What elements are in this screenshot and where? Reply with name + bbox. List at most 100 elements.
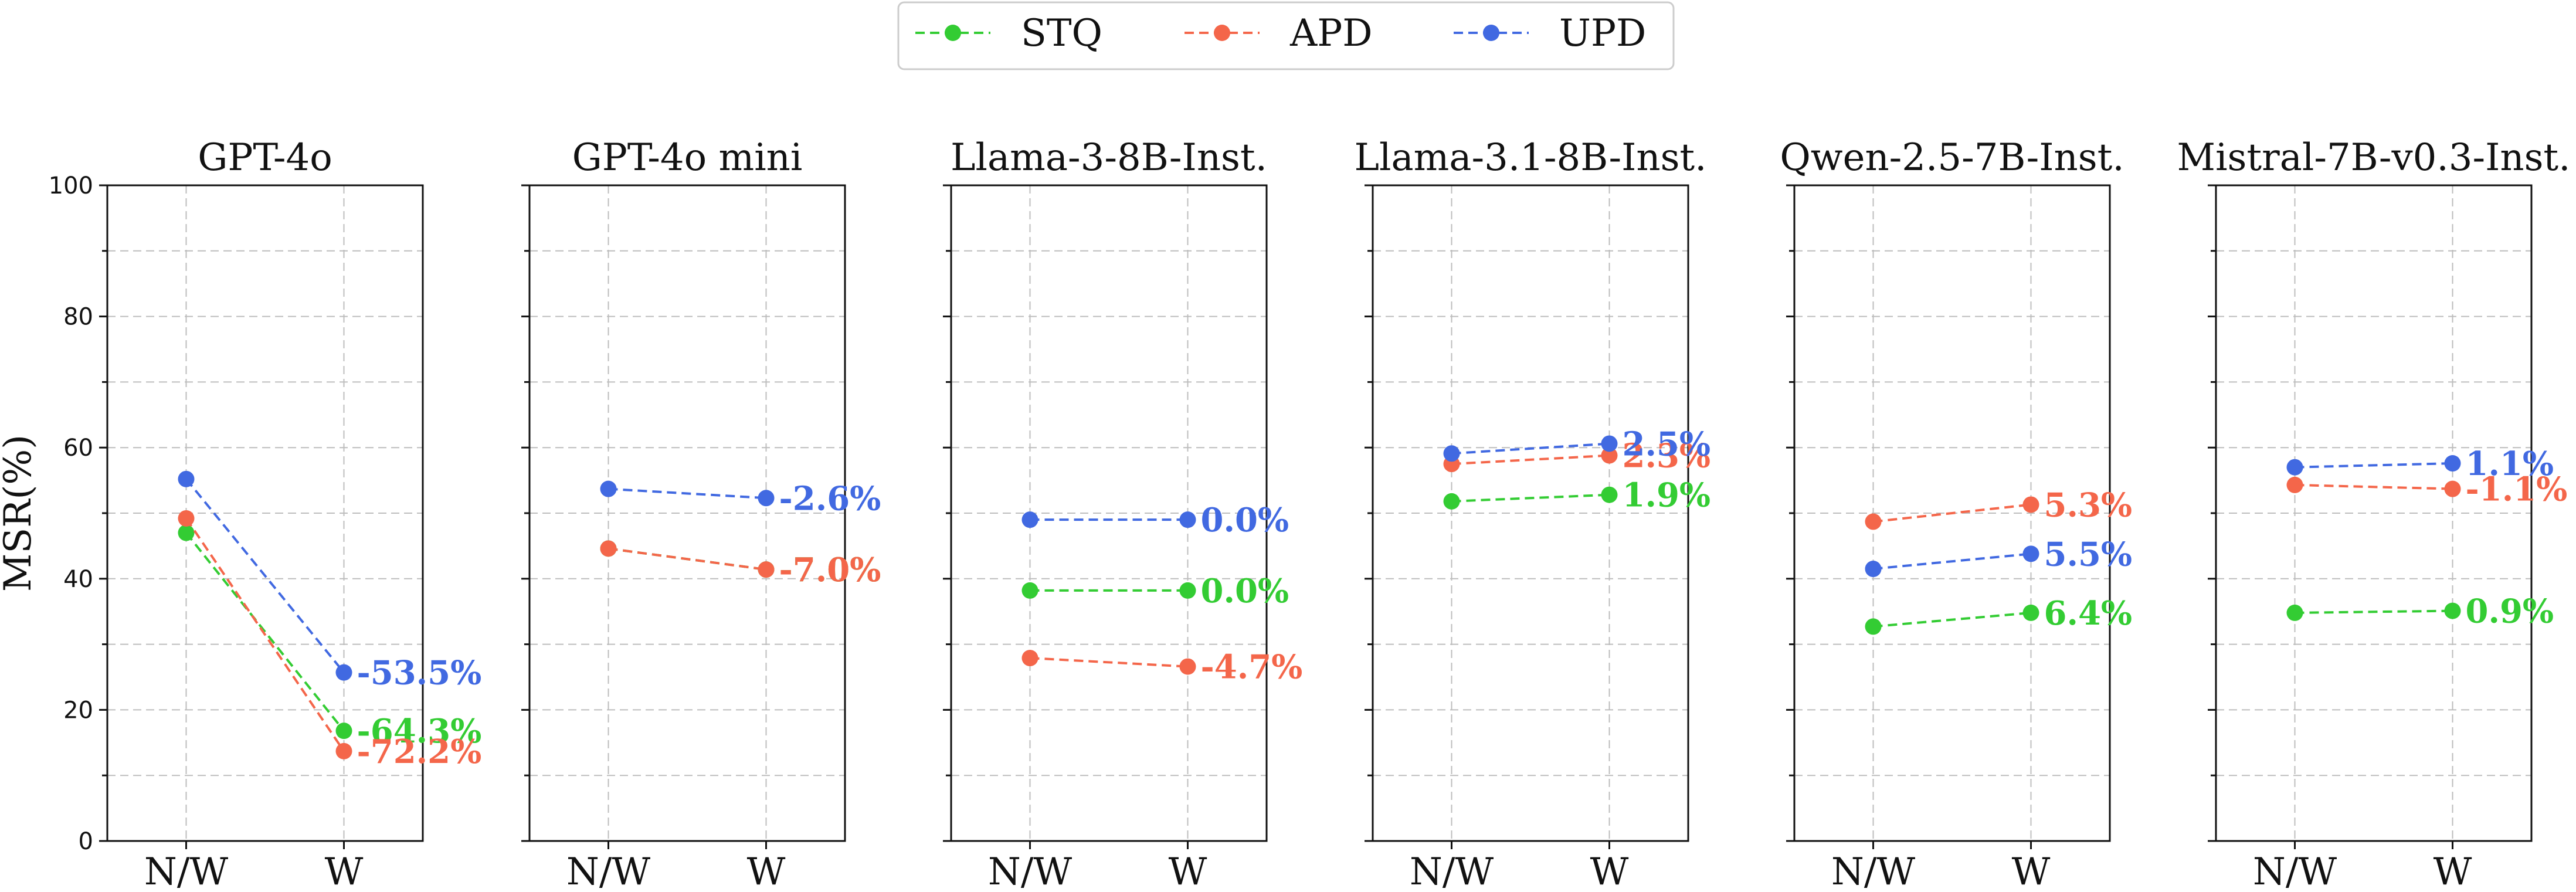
x-tick-label: N/W <box>144 850 229 892</box>
data-point-apd <box>1021 650 1038 667</box>
legend-marker-stq <box>945 25 961 41</box>
data-point-apd <box>335 742 352 759</box>
data-label-apd: -7.0% <box>779 551 881 589</box>
panel-title: GPT-4o mini <box>572 136 803 179</box>
data-point-apd <box>1179 658 1196 675</box>
x-tick-label: W <box>2434 850 2472 892</box>
data-point-apd <box>600 540 617 557</box>
series-line-apd <box>2295 483 2453 490</box>
data-point-stq <box>335 723 352 740</box>
x-tick-label: N/W <box>1410 850 1494 892</box>
legend-marker-apd <box>1214 25 1230 41</box>
data-label-stq: -7.0% <box>779 551 881 589</box>
data-point-upd <box>178 470 195 487</box>
panel-6: N/W W Mistral-7B-v0.3-Inst. 0.9% -1.1%1.1% <box>2177 136 2571 892</box>
series-line-apd <box>1030 657 1188 668</box>
series-upd: 0.0% <box>1021 501 1289 540</box>
y-tick-label: 20 <box>63 697 93 724</box>
data-label-upd: 2.5% <box>1623 425 1711 463</box>
data-point-stq <box>2022 604 2039 621</box>
series-line-apd <box>1451 454 1610 466</box>
panels: 0 20 40 60 80 100 N/W W GPT-4o -64.3%-72.2% -53.5%… <box>49 136 2571 892</box>
x-tick-label: N/W <box>566 850 651 892</box>
x-tick-label: N/W <box>988 850 1073 892</box>
series-apd: -72.2% <box>178 510 482 771</box>
y-tick-label: 0 <box>79 828 93 855</box>
y-tick-label: 60 <box>63 435 93 462</box>
legend-item-stq: STQ <box>915 12 1102 55</box>
data-label-stq: 6.4% <box>2044 594 2133 633</box>
series-stq: 0.0% <box>1021 572 1289 611</box>
series-line-stq <box>1451 493 1610 503</box>
data-point-apd <box>1601 447 1618 464</box>
legend-marker-upd <box>1483 25 1499 41</box>
panel-3: N/W W Llama-3-8B-Inst. 0.0% -4.7% 0.0% <box>943 136 1302 892</box>
data-point-upd <box>1443 445 1460 462</box>
series-apd: -1.1% <box>2286 470 2567 509</box>
data-label-apd: 2.3% <box>1623 437 1711 476</box>
data-label-upd: -2.6% <box>779 479 881 518</box>
data-label-stq: -64.3% <box>357 712 482 751</box>
series-line-upd <box>1451 442 1610 455</box>
data-label-upd: 5.5% <box>2044 535 2133 574</box>
series-line-apd <box>1873 503 2031 523</box>
panel-4: N/W W Llama-3.1-8B-Inst. 1.9%2.3%2.5% <box>1355 136 1711 892</box>
series-line-upd <box>608 487 766 500</box>
data-point-stq <box>178 524 195 541</box>
legend-label-apd: APD <box>1289 12 1373 55</box>
series-line-upd <box>185 478 345 673</box>
data-label-apd: -72.2% <box>357 732 482 771</box>
x-tick-label: W <box>325 850 364 892</box>
x-tick-label: N/W <box>1831 850 1916 892</box>
series-stq: -64.3% <box>178 524 482 751</box>
data-point-upd <box>2022 545 2039 562</box>
y-axis-label: MSR(%) <box>0 435 40 592</box>
data-label-apd: -4.7% <box>1201 648 1303 687</box>
data-point-upd <box>1865 561 1882 578</box>
series-line-apd <box>185 517 345 752</box>
data-point-upd <box>2444 455 2461 472</box>
data-point-stq <box>2444 602 2461 619</box>
series-line-stq <box>185 532 345 732</box>
data-label-stq: 0.9% <box>2466 592 2554 631</box>
data-point-stq <box>1021 582 1038 599</box>
x-tick-label: W <box>1169 850 1207 892</box>
series-line-stq <box>2295 609 2453 614</box>
series-upd: -53.5% <box>178 470 481 693</box>
panel-title: Llama-3-8B-Inst. <box>951 136 1267 179</box>
legend: STQ APD UPD <box>897 1 1675 70</box>
panel-title: Llama-3.1-8B-Inst. <box>1355 136 1707 179</box>
data-point-upd <box>758 490 775 507</box>
data-point-apd <box>2444 480 2461 497</box>
legend-item-upd: UPD <box>1454 12 1646 55</box>
series-stq: 6.4% <box>1865 594 2133 635</box>
panel-5: N/W W Qwen-2.5-7B-Inst. 6.4% 5.3% 5.5% <box>1780 136 2132 892</box>
panel-title: Mistral-7B-v0.3-Inst. <box>2177 136 2571 179</box>
x-tick-label: N/W <box>2253 850 2337 892</box>
y-tick-label: 40 <box>63 566 93 593</box>
series-line-stq <box>1873 611 2031 628</box>
series-apd: -4.7% <box>1021 648 1303 687</box>
series-line-upd <box>2295 462 2453 469</box>
x-tick-label: W <box>747 850 786 892</box>
data-point-stq <box>2286 604 2303 621</box>
panel-title: GPT-4o <box>198 136 332 179</box>
legend-frame <box>897 1 1675 70</box>
series-stq: 1.9% <box>1443 476 1710 515</box>
data-point-upd <box>1021 511 1038 528</box>
data-point-stq <box>1179 582 1196 599</box>
data-point-upd <box>335 664 352 681</box>
data-point-stq <box>1443 493 1460 510</box>
series-line-upd <box>1873 552 2031 571</box>
series-upd: 2.5% <box>1443 425 1711 463</box>
data-point-upd <box>600 480 617 497</box>
data-point-apd <box>2286 476 2303 493</box>
data-point-upd <box>2286 459 2303 476</box>
x-tick-label: W <box>1590 850 1629 892</box>
series-apd: 5.3% <box>1865 486 2132 530</box>
data-point-apd <box>1865 513 1882 530</box>
y-axis-label-group: MSR(%) <box>0 435 40 592</box>
data-point-upd <box>1601 435 1618 452</box>
series-line-apd <box>608 547 766 571</box>
